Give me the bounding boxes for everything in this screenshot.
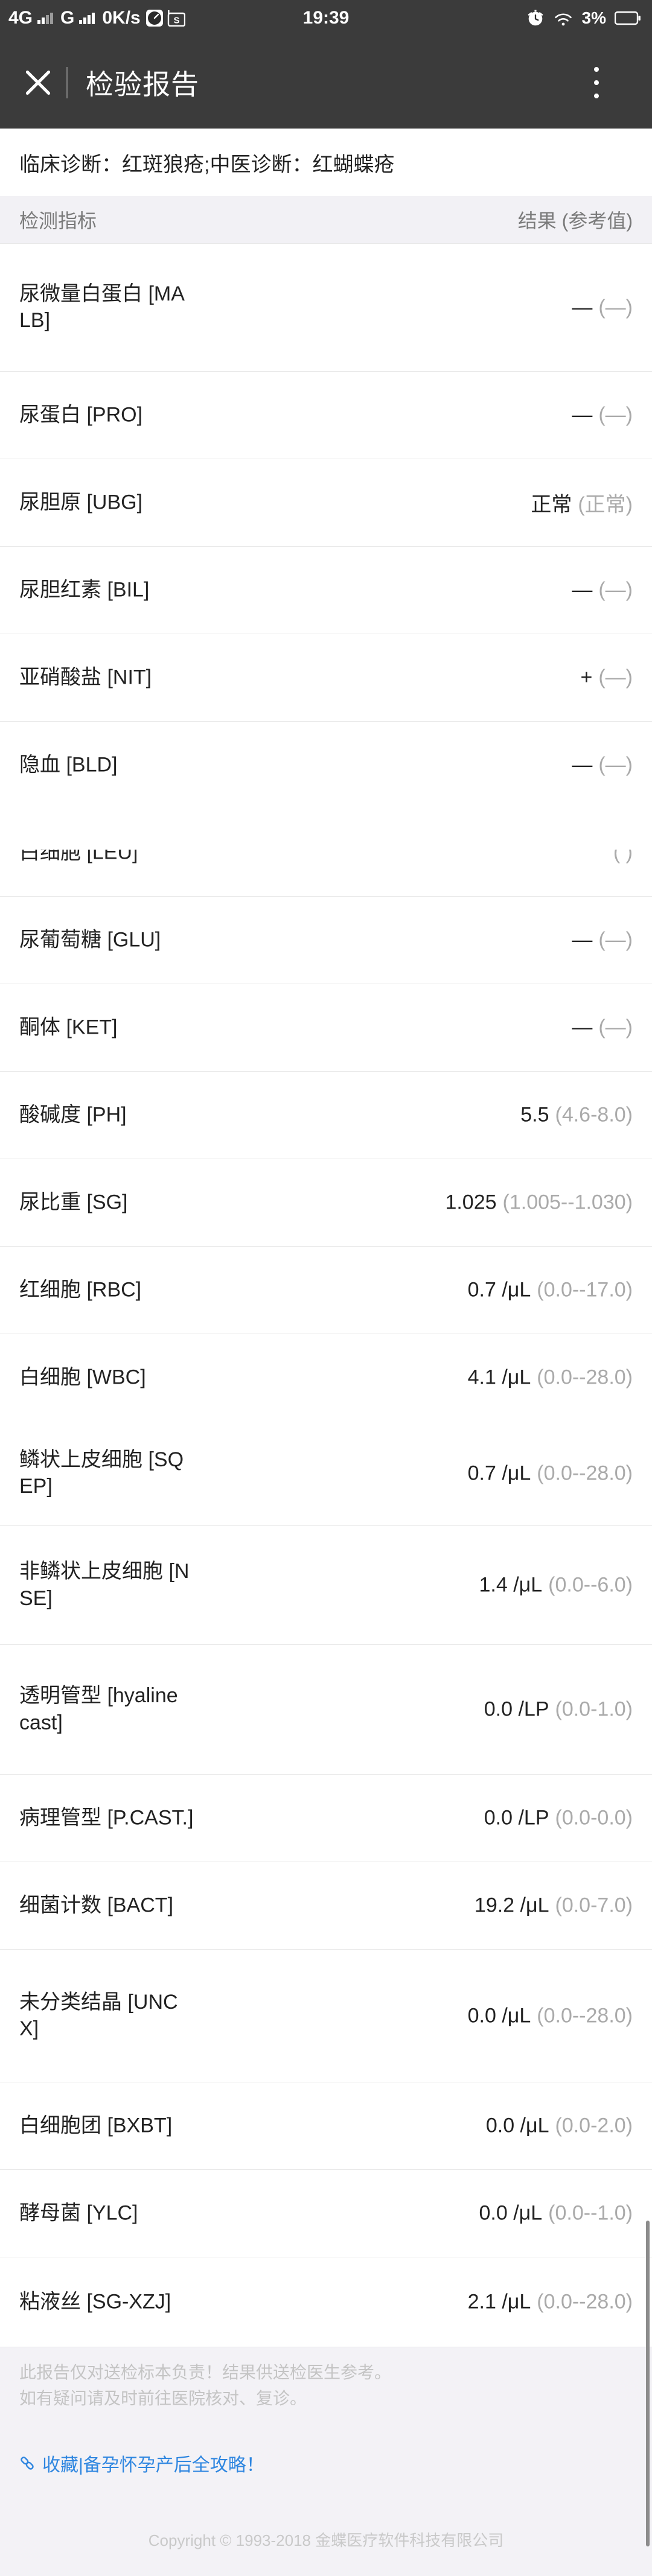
svg-text:S: S bbox=[173, 16, 179, 26]
